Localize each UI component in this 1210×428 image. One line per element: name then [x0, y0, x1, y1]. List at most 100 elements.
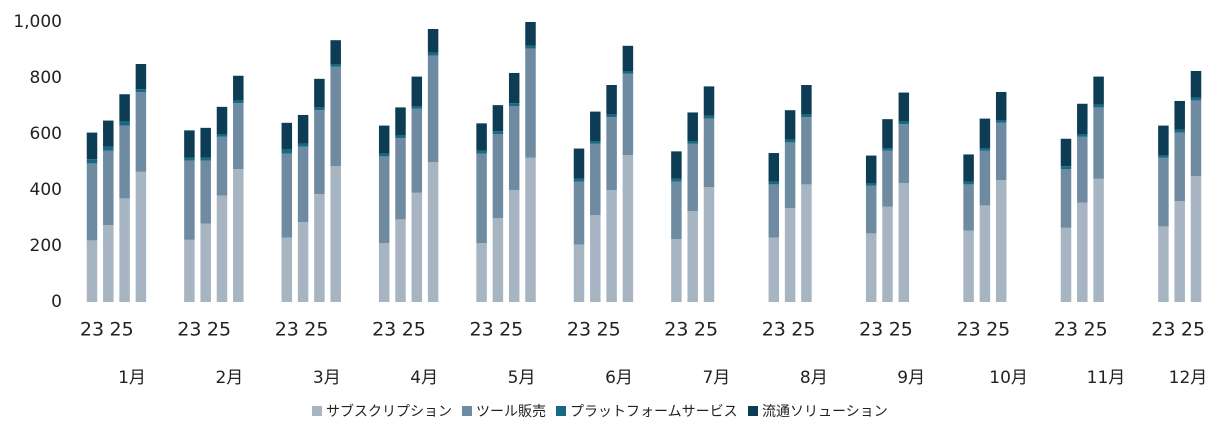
bar-segment	[1174, 132, 1185, 202]
x-tick-label: 25	[889, 319, 913, 341]
bar-segment	[216, 134, 228, 137]
bar-segment	[427, 52, 439, 56]
bar-segment	[411, 108, 423, 193]
x-tick-label: 23	[762, 319, 786, 341]
bar-segment	[1077, 103, 1088, 134]
x-tick-label: 25	[499, 319, 523, 341]
bar-segment	[768, 184, 780, 238]
bar-segment	[1093, 104, 1104, 108]
bar-segment	[476, 123, 487, 151]
group-label: 8月	[800, 368, 828, 388]
bar-segment	[135, 64, 147, 90]
bar-segment	[606, 117, 617, 190]
bar-segment	[411, 76, 423, 106]
bar-segment	[1093, 76, 1104, 105]
bar-segment	[216, 136, 228, 196]
bar-segment	[995, 92, 1007, 120]
group-label: 12月	[1169, 368, 1208, 388]
bar-segment	[1174, 201, 1185, 302]
bar-segment	[784, 139, 796, 143]
bar-segment	[768, 237, 780, 302]
bar-segment	[865, 185, 877, 234]
bar-segment	[508, 72, 520, 104]
bar-segment	[427, 55, 439, 162]
bar-segment	[1077, 202, 1088, 302]
bar-segment	[865, 155, 877, 183]
bar-segment	[492, 131, 504, 134]
bar-segment	[979, 148, 991, 151]
bar-segment	[297, 146, 309, 223]
legend-label: プラットフォームサービス	[570, 404, 738, 420]
x-tick-label: 25	[304, 319, 328, 341]
bar-segment	[671, 239, 682, 302]
y-tick-label: 0	[51, 292, 62, 312]
bar-segment	[622, 45, 634, 71]
x-tick-label: 23	[567, 319, 591, 341]
legend-label: サブスクリプション	[326, 403, 452, 420]
bar-segment	[476, 243, 487, 302]
x-tick-label: 23	[664, 319, 688, 341]
y-tick-label: 1,000	[13, 12, 62, 32]
x-tick-label: 23	[957, 319, 981, 341]
bar-segment	[395, 135, 406, 139]
bar-segment	[216, 195, 228, 302]
bar-segment	[963, 184, 974, 231]
group-label: 3月	[313, 368, 341, 388]
bar-segment	[330, 40, 341, 64]
group-label: 6月	[605, 368, 633, 388]
bar-segment	[622, 155, 634, 302]
bar-segment	[590, 143, 601, 216]
group-label: 11月	[1087, 368, 1126, 388]
bar-segment	[768, 153, 780, 182]
bar-segment	[525, 22, 536, 46]
bar-segment	[703, 115, 715, 119]
x-tick-label: 23	[1151, 319, 1175, 341]
bar-segment	[525, 45, 536, 49]
legend-label: 流通ソリューション	[762, 404, 888, 420]
group-label: 7月	[702, 368, 730, 388]
bar-segment	[525, 157, 536, 302]
bar-segment	[233, 103, 244, 169]
x-tick-label: 25	[694, 319, 718, 341]
bar-segment	[703, 86, 715, 116]
bar-segment	[86, 163, 98, 241]
bar-segment	[297, 114, 309, 144]
y-tick-label: 600	[30, 124, 62, 144]
bar-segment	[1190, 97, 1202, 101]
x-tick-label: 25	[597, 319, 621, 341]
group-label: 2月	[215, 368, 243, 388]
bar-segment	[427, 29, 439, 53]
bar-segment	[768, 181, 780, 185]
bar-segment	[1190, 100, 1202, 176]
bar-segment	[573, 148, 585, 179]
bar-segment	[119, 125, 130, 199]
bar-segment	[1060, 227, 1072, 302]
bar-segment	[801, 117, 812, 185]
bar-segment	[671, 151, 682, 179]
x-tick-label: 23	[470, 319, 494, 341]
bar-segment	[525, 48, 536, 158]
bar-segment	[1093, 107, 1104, 179]
bar-segment	[314, 107, 325, 111]
bar-segment	[330, 64, 341, 67]
bar-segment	[119, 121, 130, 126]
bar-segment	[882, 206, 893, 302]
legend-label: ツール販売	[476, 404, 546, 420]
bar-segment	[622, 71, 634, 74]
bar-segment	[590, 111, 601, 141]
group-label: 4月	[410, 368, 438, 388]
bar-segment	[378, 156, 390, 244]
bar-segment	[703, 187, 715, 302]
bar-segment	[671, 178, 682, 182]
bar-segment	[233, 100, 244, 104]
bar-segment	[882, 150, 893, 207]
bar-segment	[1190, 71, 1202, 98]
bar-segment	[314, 110, 325, 195]
group-label: 1月	[118, 368, 146, 388]
bar-segment	[1060, 138, 1072, 167]
bar-segment	[281, 149, 293, 154]
bar-segment	[703, 118, 715, 188]
bar-segment	[476, 150, 487, 154]
bar-segment	[135, 89, 147, 92]
bar-segment	[330, 166, 341, 302]
